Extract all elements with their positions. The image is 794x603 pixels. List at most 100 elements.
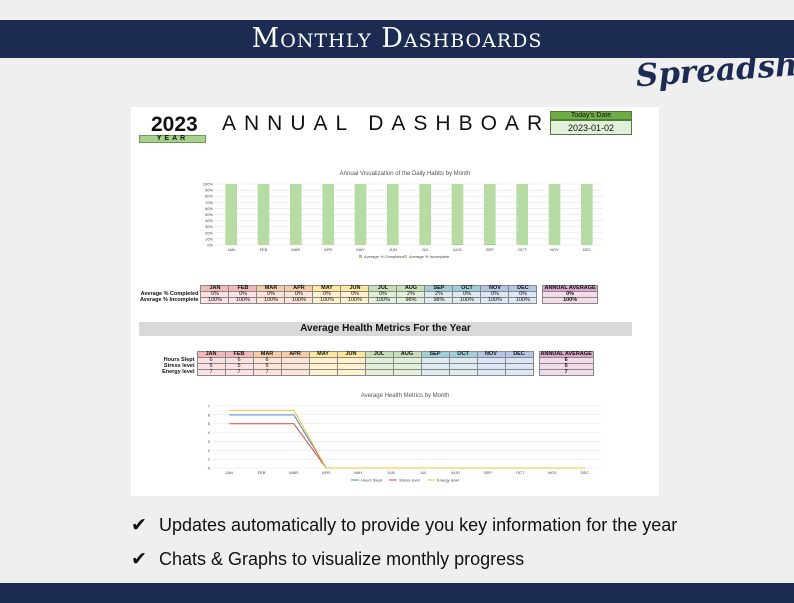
y-tick-label: 10%	[205, 236, 213, 241]
feature-item-2: ✔︎ Chats & Graphs to visualize monthly pr…	[131, 548, 524, 572]
value-cell[interactable]	[364, 369, 394, 376]
value-cell[interactable]: 98%	[396, 297, 426, 304]
x-tick-label: APR	[322, 470, 330, 475]
value-cell[interactable]: 7	[224, 369, 254, 376]
legend-label: Average % Incomplete	[409, 254, 450, 259]
brand-script-logo: Spreadsheet	[634, 43, 794, 95]
value-cell[interactable]: 100%	[508, 297, 538, 304]
row-label: Stress level	[163, 363, 195, 369]
row-label: Average % Incomplete	[140, 297, 199, 303]
value-cell[interactable]: 100%	[228, 297, 258, 304]
value-cell[interactable]: 100%	[368, 297, 398, 304]
bar-incomplete	[581, 184, 593, 245]
x-tick-label: DEC	[583, 247, 592, 252]
row-label: Hours Slept	[163, 357, 195, 363]
bar-incomplete	[419, 184, 431, 245]
value-cell[interactable]: 100%	[200, 297, 230, 304]
habits-chart-title: Annual Visualization of the Daily Habits…	[339, 171, 471, 177]
year-value[interactable]: 2023	[151, 113, 198, 136]
value-cell[interactable]: 100%	[312, 297, 342, 304]
x-tick-label: DEC	[581, 470, 590, 475]
bar-incomplete	[387, 184, 399, 245]
value-cell[interactable]	[280, 369, 310, 376]
annual-average-cell: 100%	[542, 297, 598, 304]
value-cell[interactable]: 7	[196, 369, 226, 376]
value-cell[interactable]: 100%	[256, 297, 286, 304]
y-tick-label: 0%	[207, 243, 213, 248]
value-cell[interactable]	[336, 369, 366, 376]
annual-average-cell: 7	[538, 369, 594, 376]
bar-incomplete	[257, 184, 270, 245]
series-line	[229, 423, 585, 469]
value-cell[interactable]: 100%	[452, 297, 482, 304]
legend-label: Energy level	[437, 478, 459, 483]
footer-bar	[0, 583, 794, 603]
y-tick-label: 3	[208, 439, 211, 444]
bar-incomplete	[484, 184, 496, 244]
x-tick-label: MAY	[354, 470, 363, 475]
bar-incomplete	[290, 184, 302, 245]
title-banner: Monthly Dashboards	[0, 20, 794, 58]
row-label: Average % Completed	[140, 291, 199, 297]
value-cell[interactable]	[392, 369, 422, 376]
value-cell[interactable]	[448, 369, 478, 376]
y-tick-label: 0	[208, 466, 211, 471]
checkmark-icon: ✔︎	[131, 549, 147, 570]
value-cell[interactable]: 98%	[424, 297, 454, 304]
value-cell[interactable]	[420, 369, 450, 376]
value-cell[interactable]	[504, 369, 534, 376]
row-label: Energy level	[162, 369, 195, 375]
y-tick-label: 5	[208, 421, 211, 426]
x-tick-label: JAN	[227, 247, 235, 252]
health-section-heading: Average Health Metrics For the Year	[139, 322, 632, 336]
x-tick-label: APR	[324, 247, 332, 252]
value-cell[interactable]: 100%	[340, 297, 370, 304]
x-tick-label: NOV	[550, 247, 559, 252]
bar-incomplete	[354, 184, 367, 245]
habits-bar-chart: 0% 10%20%30%40%50%60%70%80%90%100% JAN FEB M…	[203, 182, 603, 259]
feature-item-1: ✔︎ Updates automatically to provide you k…	[131, 514, 677, 538]
legend-swatch	[404, 255, 407, 258]
bar-incomplete	[322, 184, 334, 245]
legend-swatch	[359, 255, 362, 258]
year-label: YEAR	[139, 135, 206, 143]
y-tick-label: 40%	[205, 218, 213, 223]
x-tick-label: MAR	[291, 247, 300, 252]
x-tick-label: FEB	[258, 470, 266, 475]
y-tick-label: 80%	[205, 194, 213, 199]
bar-completed	[451, 243, 464, 245]
y-tick-label: 20%	[205, 230, 213, 235]
date-value[interactable]: 2023-01-02	[550, 120, 632, 135]
checkmark-icon: ✔︎	[131, 515, 147, 536]
bar-incomplete	[225, 184, 237, 245]
value-cell[interactable]: 7	[252, 369, 282, 376]
dashboard-sheet: 2023 YEAR ANNUAL DASHBOARD Today's Date …	[131, 107, 659, 496]
habits-table: JAN FEB MAR APR MAY JUN JUL AUG SEP OCT NOV DEC ANNU…	[139, 285, 598, 304]
value-cell[interactable]: 100%	[480, 297, 510, 304]
feature-text-2: Chats & Graphs to visualize monthly prog…	[159, 549, 525, 569]
health-chart-title: Average Health Metrics by Month	[360, 393, 450, 399]
health-table: JAN FEB MAR APR MAY JUN JUL AUG SEP OCT NOV DEC ANNU…	[139, 351, 594, 376]
y-tick-label: 4	[208, 430, 211, 435]
y-tick-label: 50%	[205, 212, 213, 217]
date-label: Today's Date	[550, 111, 632, 120]
y-tick-label: 90%	[205, 188, 213, 193]
y-tick-label: 1	[208, 457, 211, 462]
y-tick-label: 6	[208, 412, 211, 417]
legend-label: Average % Completed	[364, 254, 404, 259]
x-tick-label: AUG	[453, 247, 462, 252]
value-cell[interactable]	[308, 369, 338, 376]
value-cell[interactable]: 100%	[284, 297, 314, 304]
y-tick-label: 2	[208, 448, 211, 453]
x-tick-label: AUG	[451, 470, 460, 475]
x-tick-label: OCT	[518, 247, 527, 252]
x-tick-label: SEP	[484, 470, 492, 475]
y-tick-label: 60%	[205, 206, 213, 211]
feature-text-1: Updates automatically to provide you key…	[159, 515, 678, 535]
x-tick-label: NOV	[548, 470, 557, 475]
x-tick-label: JUN	[389, 247, 397, 252]
value-cell[interactable]	[476, 369, 506, 376]
x-tick-label: JUL	[420, 470, 428, 475]
bar-incomplete	[548, 184, 561, 245]
y-tick-label: 70%	[205, 200, 213, 205]
